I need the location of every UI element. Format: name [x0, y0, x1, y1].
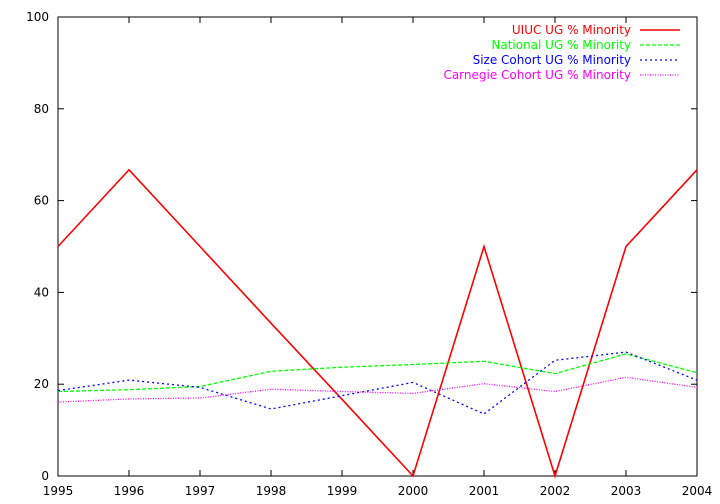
legend-label-4: Carnegie Cohort UG % Minority: [443, 68, 631, 82]
series-line-3: [57, 351, 698, 415]
x-tick-label: 2001: [469, 484, 500, 498]
series-line-2: [57, 353, 698, 393]
x-tick-label: 1999: [327, 484, 358, 498]
legend-label-3: Size Cohort UG % Minority: [473, 53, 631, 67]
y-tick-label: 40: [34, 285, 49, 299]
y-tick-label: 100: [26, 10, 49, 24]
y-tick-label: 20: [34, 377, 49, 391]
y-tick-label: 60: [34, 194, 49, 208]
x-tick-label: 1995: [43, 484, 74, 498]
plot-frame: [57, 16, 698, 477]
x-tick-label: 1996: [114, 484, 145, 498]
x-tick-label: 1998: [256, 484, 287, 498]
x-tick-label: 2000: [398, 484, 429, 498]
y-tick-label: 0: [41, 469, 49, 483]
y-tick-label: 80: [34, 102, 49, 116]
x-tick-label: 2004: [682, 484, 713, 498]
x-tick-label: 2003: [611, 484, 642, 498]
legend-label-2: National UG % Minority: [491, 38, 631, 52]
series-lines: [57, 168, 698, 479]
x-tick-label: 2002: [540, 484, 571, 498]
axis-ticks: 1995 1996 1997 1998 1999 2000 2001 2002 2003 2004…: [26, 10, 712, 498]
series-line-4: [57, 376, 698, 403]
x-tick-label: 1997: [185, 484, 216, 498]
legend-label-1: UIUC UG % Minority: [512, 23, 631, 37]
series-line-1: [57, 168, 698, 479]
